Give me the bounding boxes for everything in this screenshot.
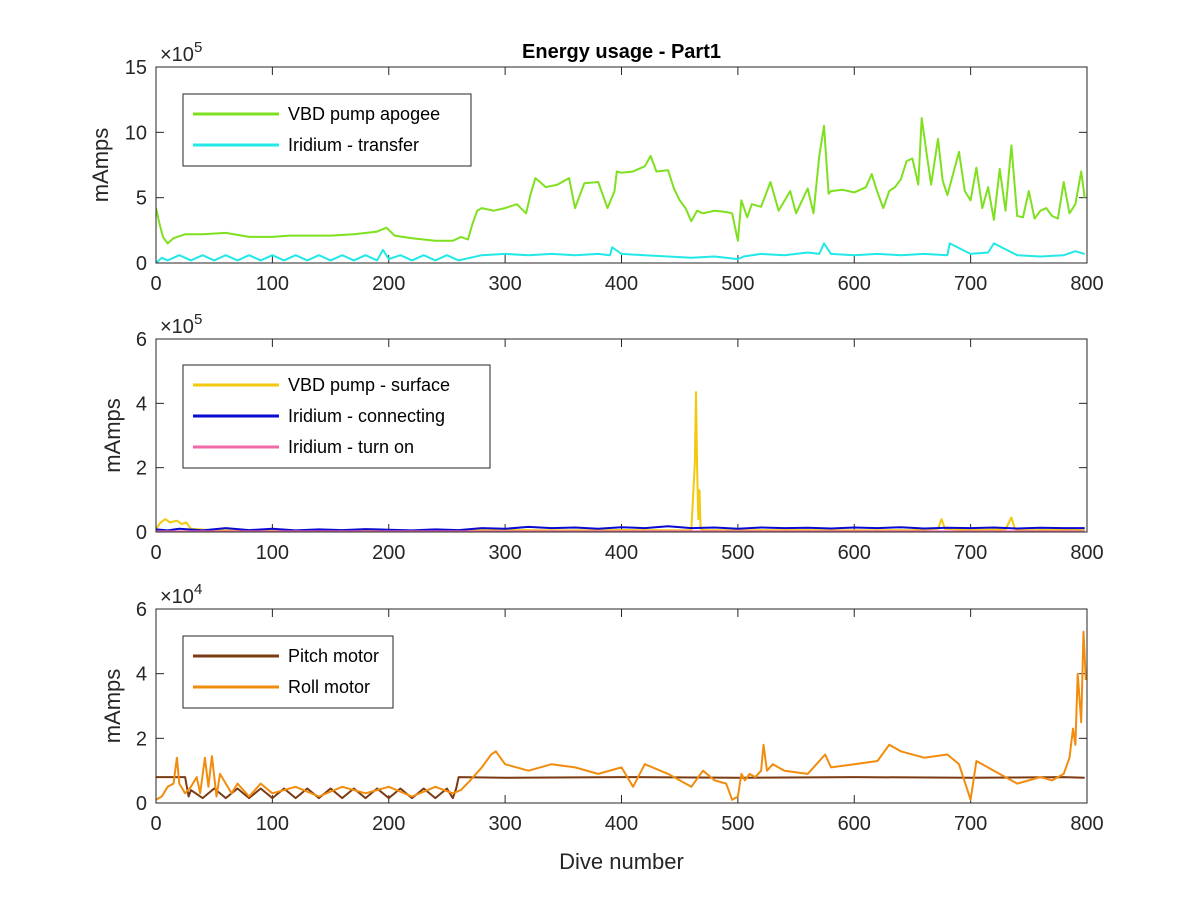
x-tick-label: 0 <box>150 542 161 564</box>
legend-entry-label: Iridium - turn on <box>288 437 414 457</box>
x-tick-label: 0 <box>150 273 161 295</box>
x-tick-label: 700 <box>954 273 987 295</box>
x-tick-label: 700 <box>954 813 987 835</box>
y-tick-label: 0 <box>136 522 147 544</box>
legend: VBD pump - surface Iridium - connecting Ir… <box>182 364 491 469</box>
x-tick-label: 700 <box>954 542 987 564</box>
series-line-vbd-pump-surface <box>156 391 1085 532</box>
series-line-vbd-pump-apogee <box>156 117 1086 245</box>
y-tick-label: 2 <box>136 728 147 750</box>
subplot-1: 0 100 200 300 400 500 600 700 800 0 5 10 15 ×105 mAmps… <box>88 39 1104 295</box>
y-exponent-label: ×104 <box>160 581 202 608</box>
x-tick-label: 500 <box>721 813 754 835</box>
x-tick-label: 600 <box>838 813 871 835</box>
legend-box <box>182 635 394 709</box>
series-line-iridium-connecting <box>156 525 1085 532</box>
y-exponent-label: ×105 <box>160 39 202 66</box>
legend-entry-label: Iridium - transfer <box>288 135 419 155</box>
y-tick-label: 4 <box>136 393 147 415</box>
subplot-3: 0 100 200 300 400 500 600 700 800 0 2 4 6 ×104 mAmps Di… <box>100 581 1104 874</box>
x-tick-label: 200 <box>372 813 405 835</box>
x-tick-label: 100 <box>256 273 289 295</box>
x-tick-label: 400 <box>605 273 638 295</box>
x-tick-label: 800 <box>1070 273 1103 295</box>
x-tick-label: 300 <box>488 542 521 564</box>
y-tick-label: 6 <box>136 329 147 351</box>
x-tick-label: 100 <box>256 813 289 835</box>
axes-frame <box>155 338 1088 533</box>
legend-box <box>182 93 472 167</box>
y-tick-label: 0 <box>136 793 147 815</box>
y-axis-label: mAmps <box>100 669 125 744</box>
y-exponent-value: 4 <box>194 581 202 598</box>
y-tick-label: 0 <box>136 253 147 275</box>
x-tick-label: 100 <box>256 542 289 564</box>
y-exponent-label: ×105 <box>160 311 202 338</box>
x-tick-label: 300 <box>488 273 521 295</box>
series-line-iridium-transfer <box>156 242 1085 263</box>
x-tick-label: 300 <box>488 813 521 835</box>
x-tick-label: 200 <box>372 542 405 564</box>
y-tick-label: 2 <box>136 458 147 480</box>
legend-entry-label: VBD pump - surface <box>288 375 450 395</box>
x-tick-label: 800 <box>1070 813 1103 835</box>
legend-entry-label: Roll motor <box>288 677 370 697</box>
legend-entry-label: Iridium - connecting <box>288 406 445 426</box>
x-tick-label: 800 <box>1070 542 1103 564</box>
x-tick-label: 500 <box>721 273 754 295</box>
series-line-roll-motor <box>156 630 1087 801</box>
legend: VBD pump apogee Iridium - transfer <box>182 93 472 167</box>
x-tick-label: 0 <box>150 813 161 835</box>
y-tick-label: 15 <box>125 57 147 79</box>
y-tick-label: 10 <box>125 122 147 144</box>
y-tick-label: 4 <box>136 664 147 686</box>
x-tick-label: 200 <box>372 273 405 295</box>
y-axis-label: mAmps <box>88 128 113 203</box>
y-exponent-value: 5 <box>194 39 202 56</box>
x-tick-label: 600 <box>838 273 871 295</box>
axes-frame <box>155 608 1088 804</box>
y-tick-label: 5 <box>136 188 147 210</box>
x-tick-label: 400 <box>605 813 638 835</box>
series-line-pitch-motor <box>156 776 1085 800</box>
y-exponent-value: 5 <box>194 311 202 328</box>
legend-entry-label: Pitch motor <box>288 646 379 666</box>
axes-frame <box>155 66 1088 264</box>
subplot-2: 0 100 200 300 400 500 600 700 800 0 2 4 6 ×105 mAmps VB… <box>100 311 1104 564</box>
x-tick-label: 400 <box>605 542 638 564</box>
x-tick-label: 600 <box>838 542 871 564</box>
legend: Pitch motor Roll motor <box>182 635 394 709</box>
chart-title: Energy usage - Part1 <box>522 41 721 63</box>
x-tick-label: 500 <box>721 542 754 564</box>
legend-entry-label: VBD pump apogee <box>288 104 440 124</box>
x-axis-label: Dive number <box>559 849 684 874</box>
y-tick-label: 6 <box>136 599 147 621</box>
y-axis-label: mAmps <box>100 398 125 473</box>
